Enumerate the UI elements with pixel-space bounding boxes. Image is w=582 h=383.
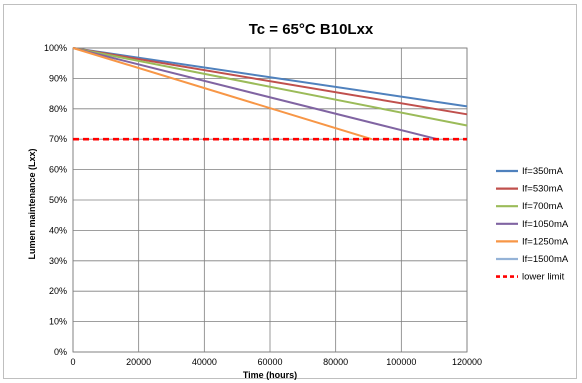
y-tick-label: 90%: [49, 73, 67, 83]
x-tick-label: 40000: [192, 357, 217, 367]
y-tick-label: 80%: [49, 104, 67, 114]
y-tick-label: 20%: [49, 286, 67, 296]
chart-frame: [3, 4, 577, 379]
legend-label: If=1050mA: [522, 219, 569, 230]
y-tick-label: 70%: [49, 134, 67, 144]
y-tick-label: 100%: [44, 43, 67, 53]
series-line-if-530ma: [72, 47, 468, 116]
plot-area-border: [72, 47, 468, 353]
legend-entry: If=530mA: [496, 184, 564, 195]
y-tick-label: 60%: [49, 165, 67, 175]
legend-entry: If=350mA: [496, 166, 564, 177]
x-axis-label: Time (hours): [243, 370, 297, 380]
y-tick-label: 50%: [49, 195, 67, 205]
chart-title: Tc = 65°C B10Lxx: [249, 21, 374, 38]
x-tick-label: 120000: [452, 357, 482, 367]
series-line-if-1050ma: [72, 47, 438, 141]
y-tick-label: 30%: [49, 256, 67, 266]
series-line-if-1250ma: [72, 47, 373, 141]
legend-label: If=350mA: [522, 166, 564, 177]
y-tick-label: 40%: [49, 225, 67, 235]
grid: [72, 47, 468, 353]
y-tick-label: 10%: [49, 317, 67, 327]
x-tick-label: 80000: [323, 357, 348, 367]
x-tick-label: 0: [70, 357, 75, 367]
legend-label: If=1500mA: [522, 254, 569, 265]
series-layer: [72, 47, 468, 141]
legend-entry: If=1050mA: [496, 219, 569, 230]
series-line-if-700ma: [72, 47, 468, 127]
series-line-if-350ma: [72, 47, 468, 108]
legend: If=350mA If=530mA If=700mA If=1050mA If=1250…: [496, 166, 569, 283]
y-tick-label: 0%: [54, 347, 67, 357]
legend-label: If=700mA: [522, 201, 564, 212]
legend-entry: If=1500mA: [496, 254, 569, 265]
legend-entry: lower limit: [496, 272, 565, 283]
tick-labels: 0% 10% 20% 30% 40% 50% 60% 70% 80% 90% 100% 0 20000 4…: [44, 43, 482, 367]
x-tick-label: 20000: [126, 357, 151, 367]
legend-label: If=1250mA: [522, 236, 569, 247]
x-tick-label: 60000: [257, 357, 282, 367]
legend-label: lower limit: [522, 272, 565, 283]
x-tick-label: 100000: [386, 357, 416, 367]
legend-entry: If=1250mA: [496, 236, 569, 247]
legend-entry: If=700mA: [496, 201, 564, 212]
y-axis-label: Lumen maintenance (Lxx): [27, 148, 37, 259]
legend-label: If=530mA: [522, 184, 564, 195]
